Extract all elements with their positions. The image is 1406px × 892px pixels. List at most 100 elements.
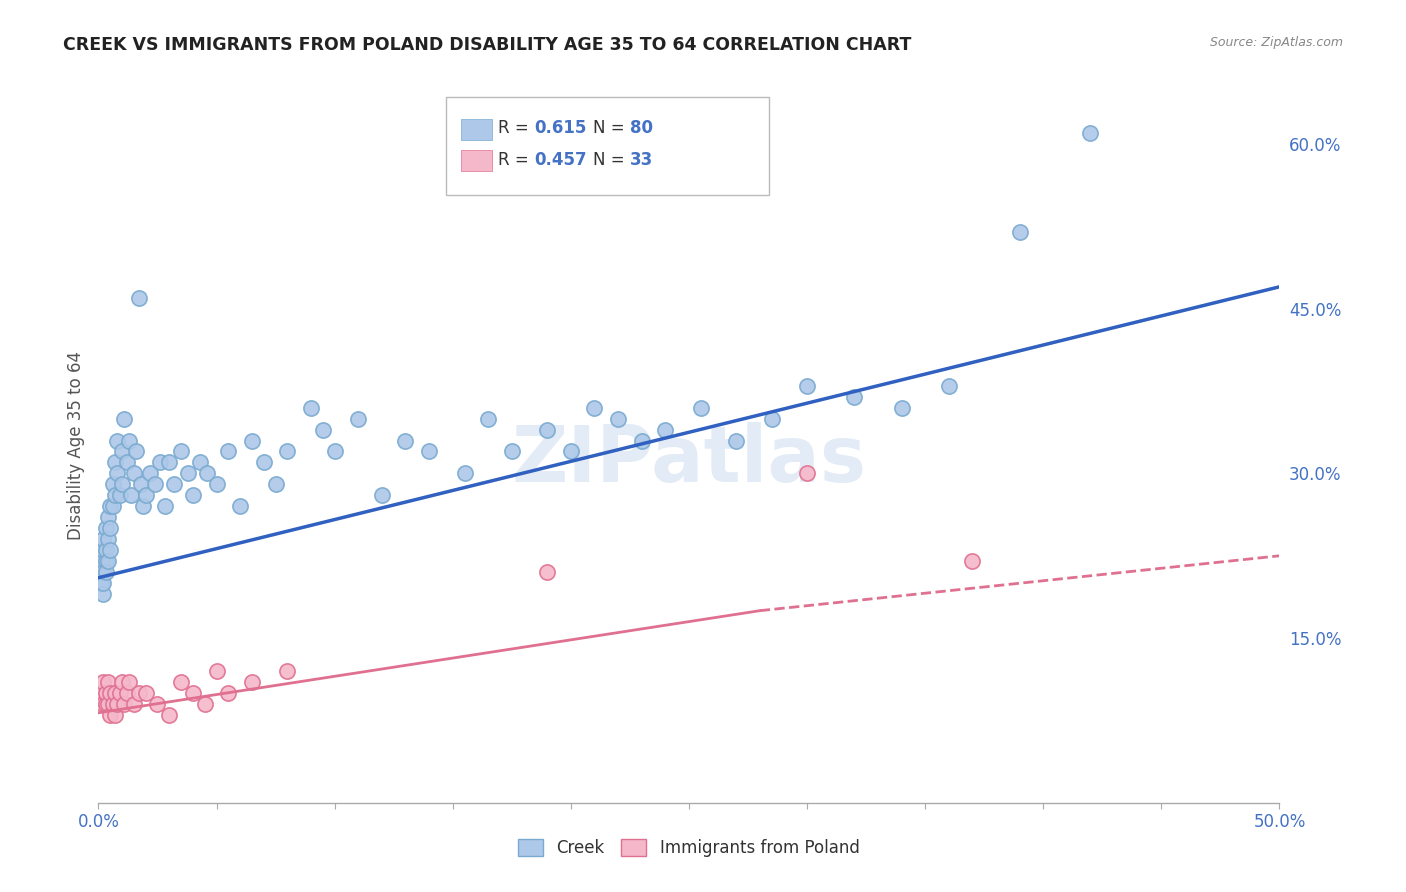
Text: R =: R = bbox=[498, 120, 534, 137]
Point bbox=[91, 543, 114, 558]
Point bbox=[240, 434, 263, 448]
Point bbox=[118, 675, 141, 690]
Point bbox=[108, 488, 131, 502]
Point bbox=[630, 434, 652, 448]
Point bbox=[205, 664, 228, 678]
Text: N =: N = bbox=[593, 151, 630, 169]
Point bbox=[146, 697, 169, 711]
Point bbox=[115, 686, 138, 700]
Point bbox=[135, 488, 157, 502]
Point bbox=[323, 444, 346, 458]
Point bbox=[105, 697, 128, 711]
Point bbox=[205, 477, 228, 491]
Point bbox=[98, 543, 121, 558]
Point bbox=[135, 686, 157, 700]
Point bbox=[97, 554, 120, 568]
Point bbox=[217, 686, 239, 700]
Point bbox=[91, 533, 114, 547]
Point bbox=[583, 401, 606, 415]
Point bbox=[90, 686, 112, 700]
Point bbox=[112, 697, 135, 711]
Point bbox=[418, 444, 440, 458]
Point bbox=[122, 467, 145, 481]
Point bbox=[194, 697, 217, 711]
Point bbox=[104, 488, 127, 502]
Point bbox=[97, 675, 120, 690]
Point bbox=[104, 455, 127, 469]
Point bbox=[264, 477, 287, 491]
Point bbox=[149, 455, 172, 469]
Point bbox=[104, 708, 127, 723]
Point bbox=[115, 455, 138, 469]
Point bbox=[98, 500, 121, 514]
Point bbox=[129, 477, 152, 491]
Text: ZIPatlas: ZIPatlas bbox=[512, 422, 866, 499]
Point bbox=[157, 455, 180, 469]
Point bbox=[276, 444, 298, 458]
Point bbox=[97, 533, 120, 547]
Point bbox=[97, 510, 120, 524]
Point bbox=[91, 697, 114, 711]
Point bbox=[128, 686, 150, 700]
Point bbox=[177, 467, 200, 481]
Point bbox=[98, 708, 121, 723]
Point bbox=[122, 697, 145, 711]
Point bbox=[962, 554, 984, 568]
Point bbox=[94, 686, 117, 700]
Point bbox=[90, 576, 112, 591]
Point bbox=[94, 697, 117, 711]
Text: 0.457: 0.457 bbox=[534, 151, 586, 169]
Point bbox=[394, 434, 416, 448]
Point bbox=[725, 434, 748, 448]
Y-axis label: Disability Age 35 to 64: Disability Age 35 to 64 bbox=[66, 351, 84, 541]
Point bbox=[143, 477, 166, 491]
Point bbox=[157, 708, 180, 723]
Point bbox=[188, 455, 211, 469]
Point bbox=[128, 291, 150, 305]
Point bbox=[125, 444, 148, 458]
Point bbox=[153, 500, 176, 514]
Point bbox=[796, 467, 818, 481]
Text: 33: 33 bbox=[630, 151, 654, 169]
Text: Source: ZipAtlas.com: Source: ZipAtlas.com bbox=[1209, 36, 1343, 49]
Point bbox=[90, 566, 112, 580]
Point bbox=[139, 467, 162, 481]
Point bbox=[229, 500, 252, 514]
Point bbox=[240, 675, 263, 690]
Point bbox=[1080, 126, 1102, 140]
Point bbox=[111, 477, 134, 491]
Point bbox=[453, 467, 475, 481]
Point bbox=[111, 444, 134, 458]
Point bbox=[299, 401, 322, 415]
Point bbox=[654, 423, 676, 437]
Point bbox=[91, 675, 114, 690]
Point bbox=[170, 675, 193, 690]
Point bbox=[121, 488, 143, 502]
Point bbox=[560, 444, 582, 458]
Point bbox=[101, 500, 124, 514]
Point bbox=[94, 554, 117, 568]
Point bbox=[105, 434, 128, 448]
Point bbox=[217, 444, 239, 458]
Point bbox=[371, 488, 394, 502]
Point bbox=[536, 566, 558, 580]
Point bbox=[276, 664, 298, 678]
Point bbox=[112, 411, 135, 425]
Text: R =: R = bbox=[498, 151, 534, 169]
Point bbox=[163, 477, 186, 491]
Point bbox=[890, 401, 912, 415]
Point bbox=[94, 566, 117, 580]
Text: CREEK VS IMMIGRANTS FROM POLAND DISABILITY AGE 35 TO 64 CORRELATION CHART: CREEK VS IMMIGRANTS FROM POLAND DISABILI… bbox=[63, 36, 911, 54]
Text: 80: 80 bbox=[630, 120, 652, 137]
Text: 0.615: 0.615 bbox=[534, 120, 586, 137]
Point bbox=[195, 467, 218, 481]
Point bbox=[91, 566, 114, 580]
Point bbox=[94, 521, 117, 535]
Point bbox=[101, 477, 124, 491]
Point bbox=[132, 500, 155, 514]
Point bbox=[253, 455, 276, 469]
Point bbox=[98, 521, 121, 535]
Point bbox=[94, 543, 117, 558]
Point bbox=[98, 686, 121, 700]
Point bbox=[844, 390, 866, 404]
